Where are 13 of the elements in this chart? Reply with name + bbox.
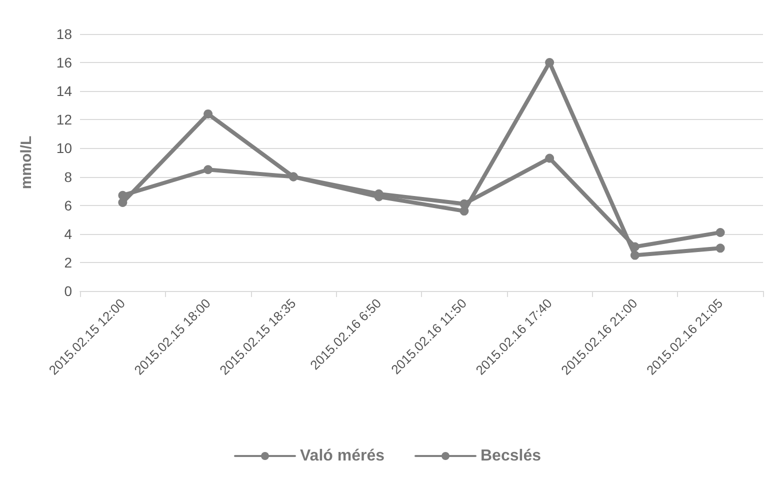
legend-label: Becslés — [480, 448, 542, 464]
y-tick-label: 2 — [64, 254, 72, 270]
y-tick-label: 6 — [64, 197, 72, 214]
y-tick-label: 0 — [64, 283, 72, 299]
y-tick-label: 12 — [56, 112, 72, 128]
y-tick-label: 14 — [56, 83, 72, 100]
y-tick-label: 18 — [56, 26, 72, 42]
y-axis-title: mmol/L — [18, 136, 35, 190]
legend-label: Való mérés — [300, 448, 385, 464]
y-tick-label: 8 — [64, 168, 72, 185]
y-tick-label: 16 — [56, 54, 72, 71]
y-tick-label: 10 — [56, 140, 72, 156]
y-tick-label: 4 — [64, 226, 72, 242]
